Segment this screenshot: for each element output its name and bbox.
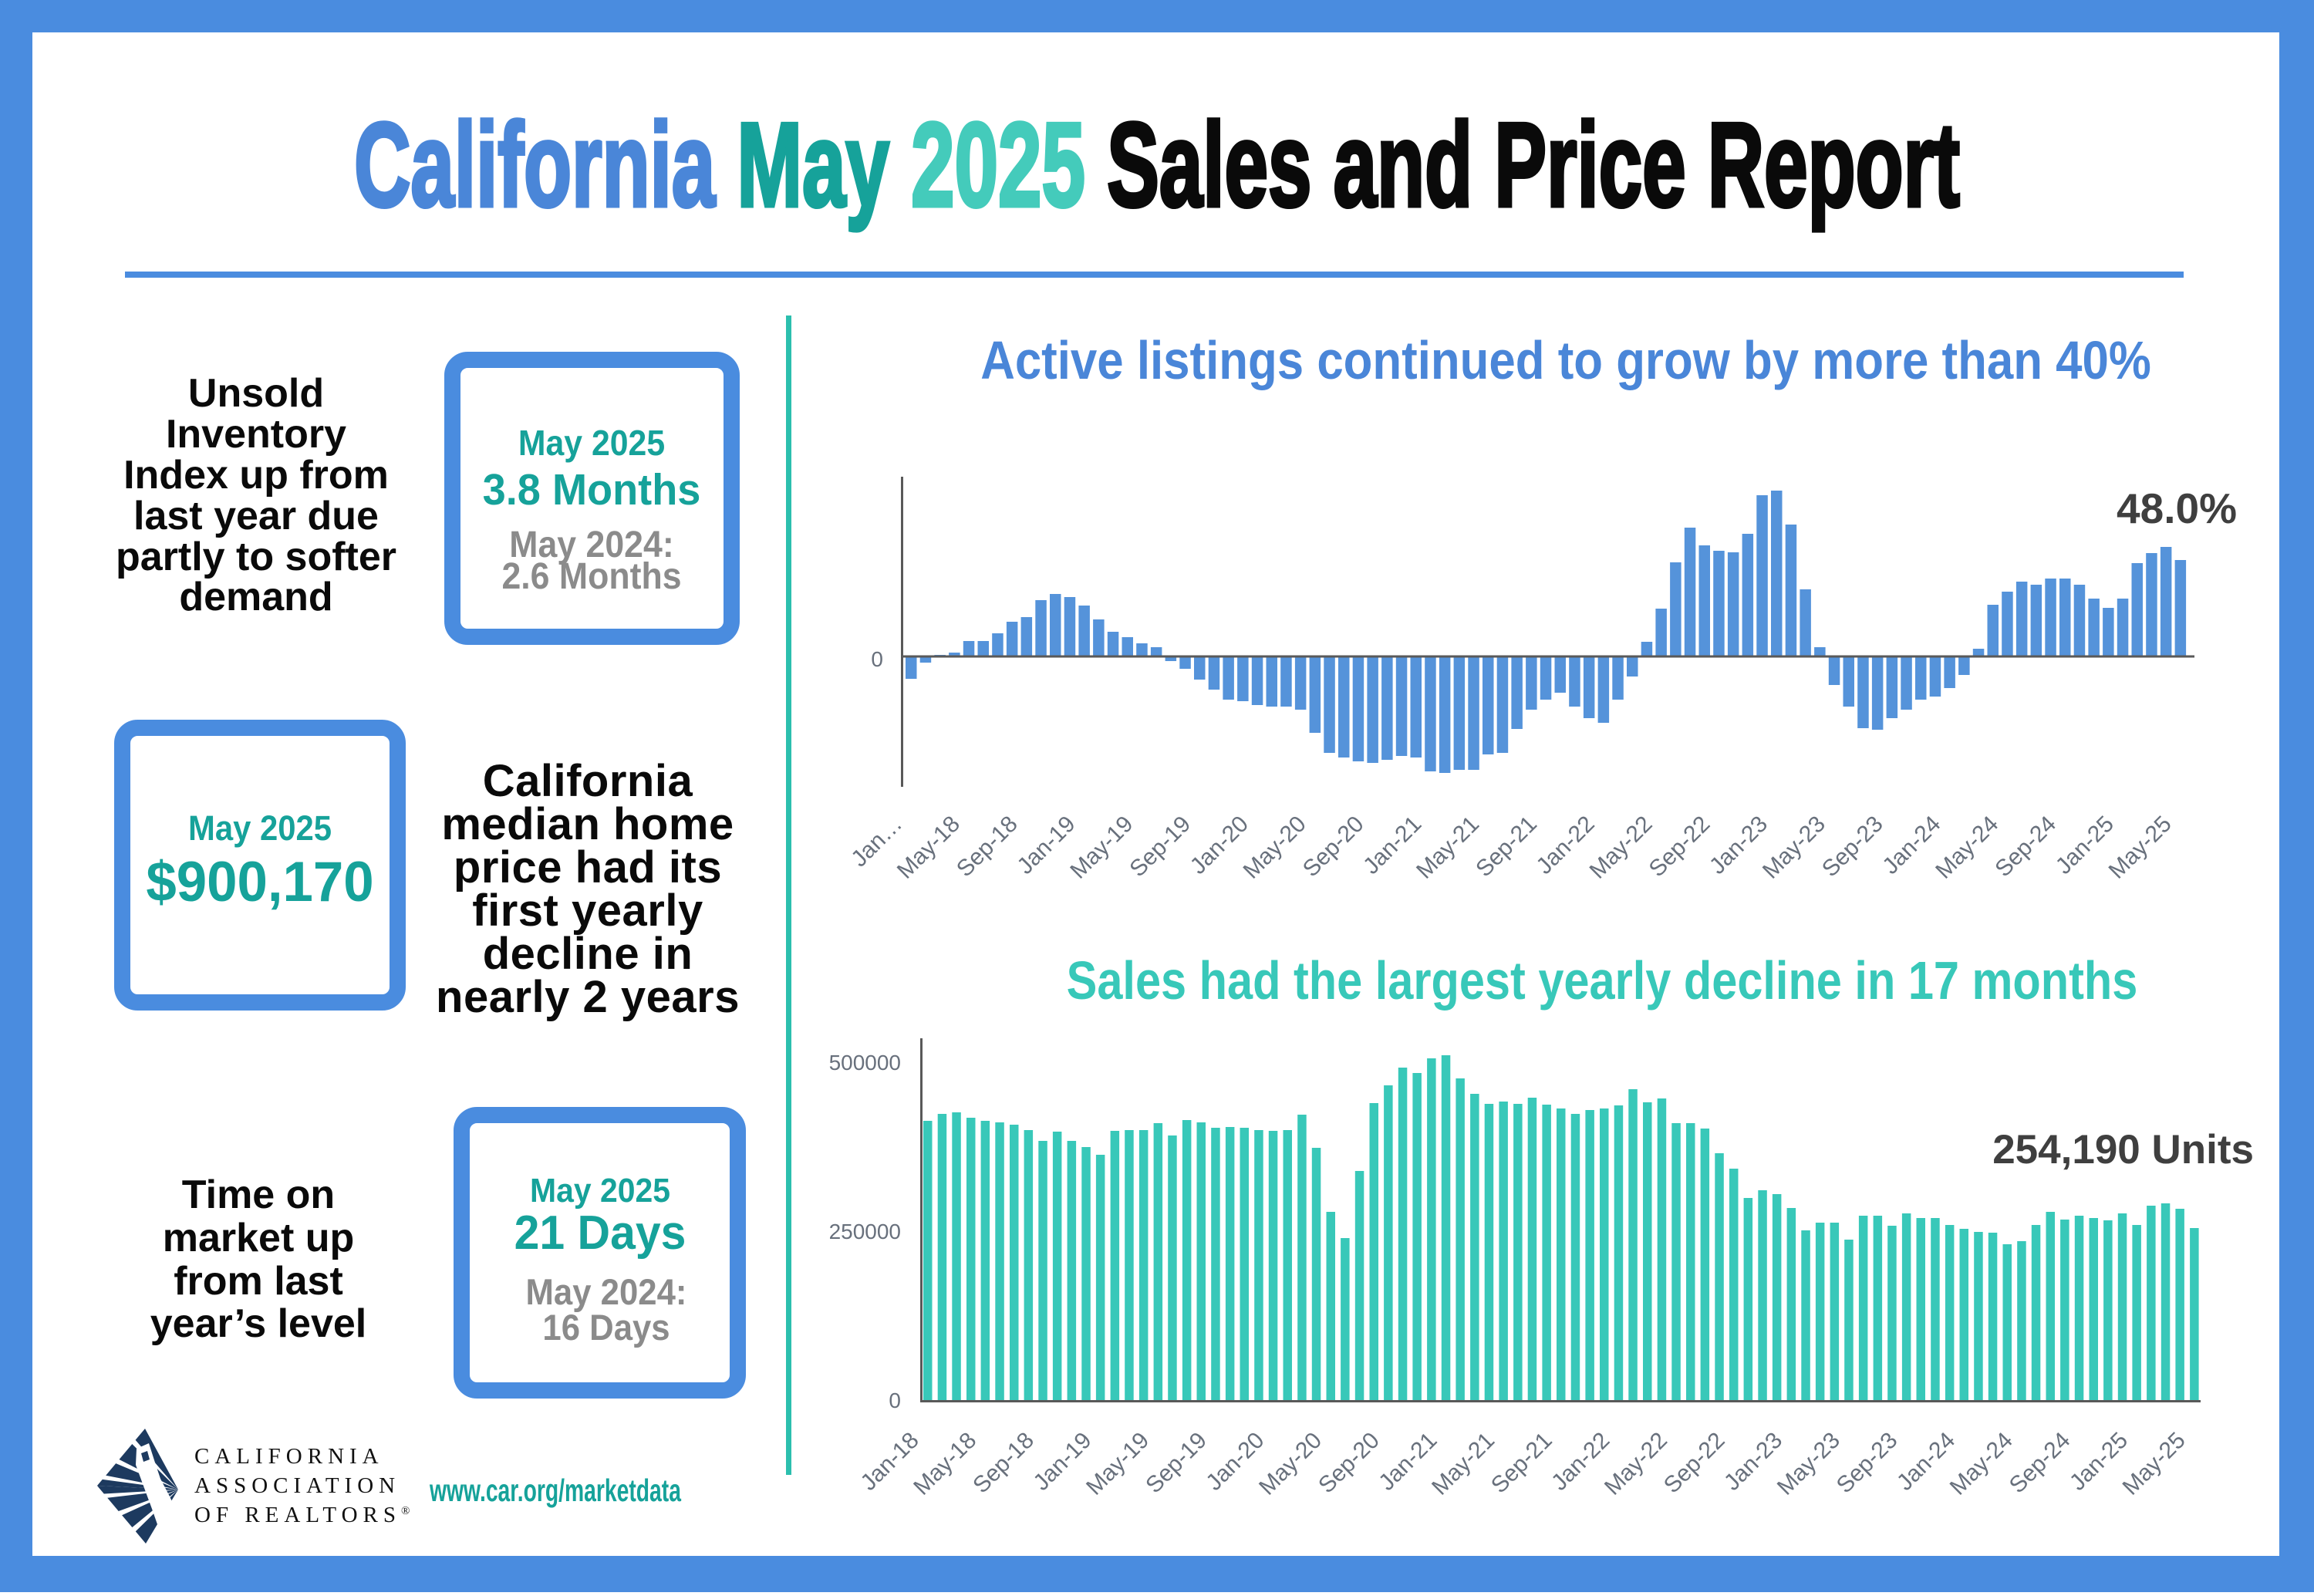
svg-text:0: 0 (871, 647, 883, 671)
svg-text:CALIFORNIA: CALIFORNIA (194, 1444, 384, 1469)
svg-text:254,190 Units: 254,190 Units (1992, 1127, 2254, 1173)
svg-text:first yearly: first yearly (472, 886, 703, 936)
svg-text:Unsold: Unsold (188, 371, 324, 416)
svg-text:May 2025: May 2025 (530, 1173, 670, 1210)
svg-text:$900,170: $900,170 (146, 851, 373, 913)
svg-text:OF REALTORS®: OF REALTORS® (194, 1503, 415, 1527)
svg-text:May 2025: May 2025 (518, 424, 665, 464)
svg-text:www.car.org/marketdata: www.car.org/marketdata (429, 1473, 681, 1508)
svg-text:0: 0 (889, 1388, 901, 1412)
svg-text:price had its: price had its (454, 842, 722, 892)
svg-text:Active listings continued to g: Active listings continued to grow by mor… (980, 329, 2151, 390)
svg-text:16 Days: 16 Days (542, 1308, 670, 1348)
svg-text:partly to softer: partly to softer (116, 535, 396, 579)
svg-text:demand: demand (179, 575, 332, 619)
svg-text:3.8 Months: 3.8 Months (483, 465, 701, 515)
svg-text:2.6 Months: 2.6 Months (501, 555, 681, 597)
svg-text:California May 2025 Sales and: California May 2025 Sales and Price Repo… (354, 97, 1960, 231)
svg-text:21 Days: 21 Days (514, 1206, 686, 1260)
svg-text:decline in: decline in (483, 929, 693, 979)
svg-text:year’s level: year’s level (150, 1301, 366, 1346)
svg-text:California: California (483, 756, 693, 806)
svg-text:last year due: last year due (133, 494, 379, 538)
svg-text:Sales had the largest yearly d: Sales had the largest yearly decline in … (1067, 950, 2138, 1011)
svg-text:48.0%: 48.0% (2117, 484, 2237, 532)
svg-text:Index up from: Index up from (123, 453, 389, 498)
svg-text:ASSOCIATION: ASSOCIATION (194, 1473, 400, 1498)
svg-text:Time on: Time on (182, 1173, 335, 1217)
svg-text:from last: from last (174, 1259, 343, 1304)
svg-text:May 2025: May 2025 (188, 810, 332, 849)
svg-text:500000: 500000 (829, 1051, 901, 1075)
svg-text:nearly 2 years: nearly 2 years (436, 972, 740, 1022)
svg-text:250000: 250000 (829, 1220, 901, 1243)
svg-text:May 2024:: May 2024: (526, 1272, 687, 1313)
svg-text:Inventory: Inventory (166, 412, 346, 457)
svg-text:median home: median home (441, 799, 734, 849)
svg-text:market up: market up (163, 1216, 355, 1260)
svg-text:May 2024:: May 2024: (509, 524, 673, 565)
